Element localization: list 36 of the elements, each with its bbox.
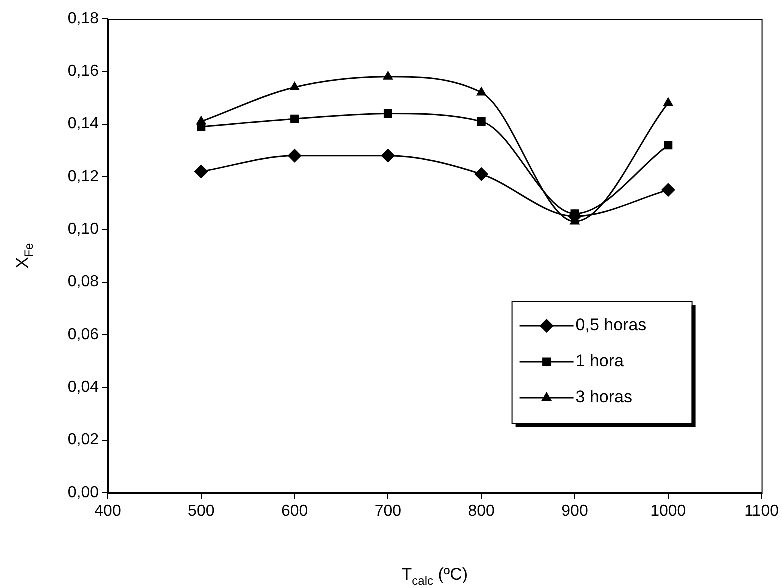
point [196,116,207,125]
point [661,183,676,198]
point [290,114,300,124]
point [288,148,302,163]
y-tick-label: 0,10 [68,221,100,238]
x-tick-label: 1000 [650,503,686,520]
x-tick-label: 900 [562,503,588,520]
y-tick-label: 0,00 [68,484,100,502]
point [477,117,486,126]
point [474,167,489,182]
point [383,70,394,80]
x-tick-label: 500 [188,503,215,520]
point [663,97,674,106]
point [664,141,673,150]
y-tick-label: 0,04 [68,379,100,396]
x-tick-label: 800 [468,503,496,520]
point [381,148,396,163]
x-tick-label: 600 [281,503,308,520]
point [384,110,392,118]
point [290,81,300,90]
y-tick-label: 0,08 [68,274,100,291]
x-tick-label: 400 [94,503,122,520]
y-tick-label: 0,18 [68,10,100,28]
point [194,164,208,179]
point [476,86,487,96]
y-tick-label: 0,14 [68,116,100,133]
y-tick-label: 0,06 [68,326,100,344]
legend-label: 1 hora [576,352,625,371]
x-tick-label: 700 [374,503,402,520]
y-tick-label: 0,02 [68,432,100,449]
y-tick-label: 0,12 [68,168,100,186]
y-tick-label: 0,16 [68,63,100,80]
legend-label: 3 horas [576,388,632,407]
legend-label: 0,5 horas [576,316,647,335]
x-tick-label: 1100 [744,503,780,520]
y-axis-title: XFe [13,243,36,269]
